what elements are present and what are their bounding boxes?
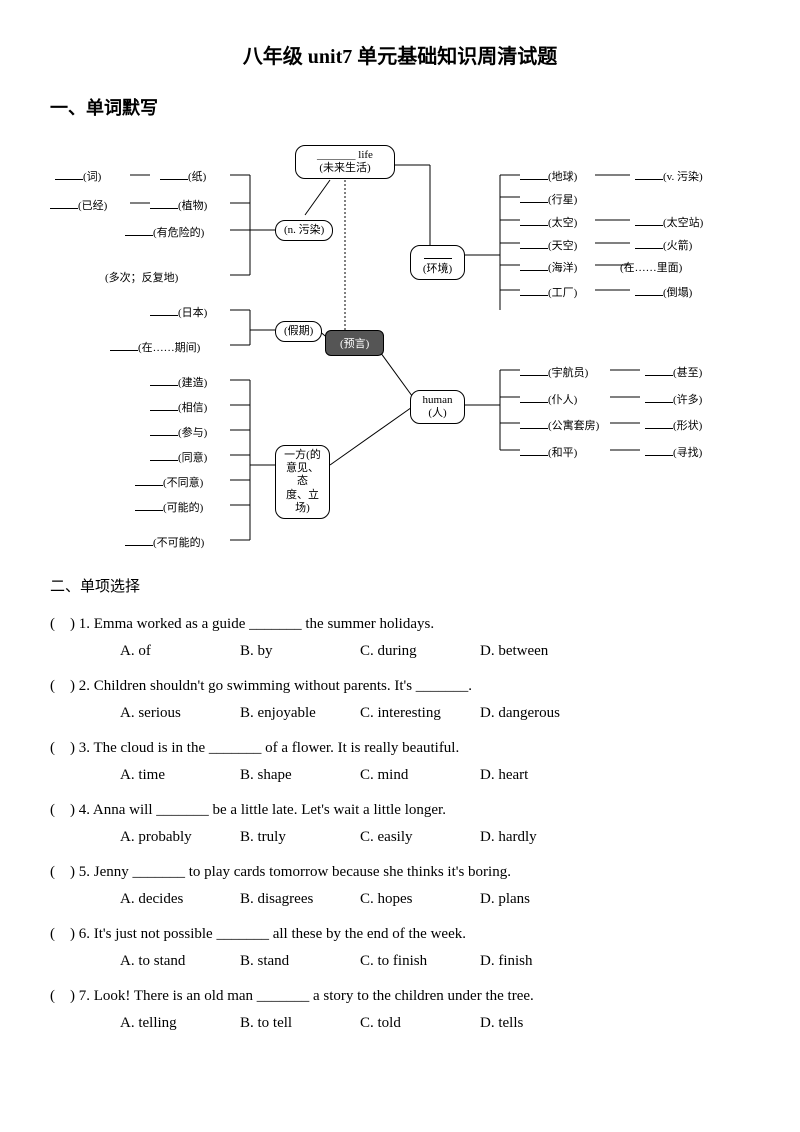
question-3: ( ) 3. The cloud is in the _______ of a … bbox=[50, 735, 750, 789]
label-plant: (植物) bbox=[150, 197, 207, 213]
label-believe: (相信) bbox=[150, 399, 207, 415]
label-look-for: (寻找) bbox=[645, 444, 702, 460]
option-b: B. enjoyable bbox=[240, 700, 360, 727]
option-a: A. to stand bbox=[120, 948, 240, 975]
label-life-cn: (未来生活) bbox=[319, 162, 370, 174]
label-paper: (纸) bbox=[160, 168, 206, 184]
question-5: ( ) 5. Jenny _______ to play cards tomor… bbox=[50, 859, 750, 913]
option-a: A. time bbox=[120, 762, 240, 789]
option-d: D. dangerous bbox=[480, 700, 600, 727]
node-side: 一方(的 意见、态 度、立场) bbox=[275, 445, 330, 519]
label-sky: (天空) bbox=[520, 237, 577, 253]
label-already: (已经) bbox=[50, 197, 107, 213]
question-stem: ( ) 3. The cloud is in the _______ of a … bbox=[50, 735, 750, 762]
question-stem: ( ) 6. It's just not possible _______ al… bbox=[50, 921, 750, 948]
question-options: A. probablyB. trulyC. easilyD. hardly bbox=[120, 824, 750, 851]
question-4: ( ) 4. Anna will _______ be a little lat… bbox=[50, 797, 750, 851]
label-japan: (日本) bbox=[150, 304, 207, 320]
option-c: C. told bbox=[360, 1010, 480, 1037]
question-options: A. timeB. shapeC. mindD. heart bbox=[120, 762, 750, 789]
label-even: (甚至) bbox=[645, 364, 702, 380]
option-d: D. between bbox=[480, 638, 600, 665]
question-options: A. decidesB. disagreesC. hopesD. plans bbox=[120, 886, 750, 913]
label-servant: (仆人) bbox=[520, 391, 577, 407]
question-stem: ( ) 1. Emma worked as a guide _______ th… bbox=[50, 611, 750, 638]
node-human: human(人) bbox=[410, 390, 465, 424]
option-a: A. decides bbox=[120, 886, 240, 913]
question-stem: ( ) 7. Look! There is an old man _______… bbox=[50, 983, 750, 1010]
label-apartment: (公寓套房) bbox=[520, 417, 599, 433]
option-a: A. probably bbox=[120, 824, 240, 851]
question-stem: ( ) 2. Children shouldn't go swimming wi… bbox=[50, 673, 750, 700]
label-build: (建造) bbox=[150, 374, 207, 390]
option-a: A. of bbox=[120, 638, 240, 665]
question-6: ( ) 6. It's just not possible _______ al… bbox=[50, 921, 750, 975]
label-shape: (形状) bbox=[645, 417, 702, 433]
option-b: B. disagrees bbox=[240, 886, 360, 913]
option-c: C. to finish bbox=[360, 948, 480, 975]
option-d: D. heart bbox=[480, 762, 600, 789]
label-rocket: (火箭) bbox=[635, 237, 692, 253]
node-environment: (环境) bbox=[410, 245, 465, 280]
option-d: D. finish bbox=[480, 948, 600, 975]
option-c: C. interesting bbox=[360, 700, 480, 727]
label-life: _______ life bbox=[317, 149, 373, 161]
label-ocean: (海洋) bbox=[520, 259, 577, 275]
question-stem: ( ) 4. Anna will _______ be a little lat… bbox=[50, 797, 750, 824]
label-planet: (行星) bbox=[520, 191, 577, 207]
question-options: A. seriousB. enjoyableC. interestingD. d… bbox=[120, 700, 750, 727]
option-c: C. hopes bbox=[360, 886, 480, 913]
label-factory: (工厂) bbox=[520, 284, 577, 300]
option-b: B. to tell bbox=[240, 1010, 360, 1037]
mindmap-diagram: _______ life (未来生活) (预言) (n. 污染) (环境) hu… bbox=[50, 135, 750, 555]
option-d: D. plans bbox=[480, 886, 600, 913]
label-pollute-v: (v. 污染) bbox=[635, 168, 703, 184]
question-options: A. ofB. byC. duringD. between bbox=[120, 638, 750, 665]
option-d: D. hardly bbox=[480, 824, 600, 851]
option-b: B. stand bbox=[240, 948, 360, 975]
label-inside: (在……里面) bbox=[620, 259, 682, 275]
option-c: C. easily bbox=[360, 824, 480, 851]
question-options: A. tellingB. to tellC. toldD. tells bbox=[120, 1010, 750, 1037]
question-2: ( ) 2. Children shouldn't go swimming wi… bbox=[50, 673, 750, 727]
label-during: (在……期间) bbox=[110, 339, 200, 355]
label-disagree: (不同意) bbox=[135, 474, 203, 490]
label-fall: (倒塌) bbox=[635, 284, 692, 300]
label-earth: (地球) bbox=[520, 168, 577, 184]
label-agree: (同意) bbox=[150, 449, 207, 465]
option-a: A. telling bbox=[120, 1010, 240, 1037]
label-space-station: (太空站) bbox=[635, 214, 703, 230]
label-possible: (可能的) bbox=[135, 499, 203, 515]
page-title: 八年级 unit7 单元基础知识周清试题 bbox=[50, 40, 750, 69]
section1-header: 一、单词默写 bbox=[50, 94, 750, 120]
label-many: (许多) bbox=[645, 391, 702, 407]
label-word: (词) bbox=[55, 168, 101, 184]
option-c: C. mind bbox=[360, 762, 480, 789]
label-impossible: (不可能的) bbox=[125, 534, 204, 550]
questions-container: ( ) 1. Emma worked as a guide _______ th… bbox=[50, 611, 750, 1037]
question-stem: ( ) 5. Jenny _______ to play cards tomor… bbox=[50, 859, 750, 886]
label-peace: (和平) bbox=[520, 444, 577, 460]
question-1: ( ) 1. Emma worked as a guide _______ th… bbox=[50, 611, 750, 665]
option-c: C. during bbox=[360, 638, 480, 665]
section2-header: 二、单项选择 bbox=[50, 575, 750, 596]
option-a: A. serious bbox=[120, 700, 240, 727]
node-prediction: (预言) bbox=[325, 330, 384, 356]
node-holiday: (假期) bbox=[275, 321, 322, 342]
label-participate: (参与) bbox=[150, 424, 207, 440]
label-astronaut: (宇航员) bbox=[520, 364, 588, 380]
label-space: (太空) bbox=[520, 214, 577, 230]
option-b: B. truly bbox=[240, 824, 360, 851]
node-future-life: _______ life (未来生活) bbox=[295, 145, 395, 179]
question-options: A. to standB. standC. to finishD. finish bbox=[120, 948, 750, 975]
question-7: ( ) 7. Look! There is an old man _______… bbox=[50, 983, 750, 1037]
node-pollution: (n. 污染) bbox=[275, 220, 333, 241]
option-b: B. shape bbox=[240, 762, 360, 789]
label-repeatedly: (多次；反复地) bbox=[105, 269, 178, 285]
option-b: B. by bbox=[240, 638, 360, 665]
label-dangerous: (有危险的) bbox=[125, 224, 204, 240]
option-d: D. tells bbox=[480, 1010, 600, 1037]
